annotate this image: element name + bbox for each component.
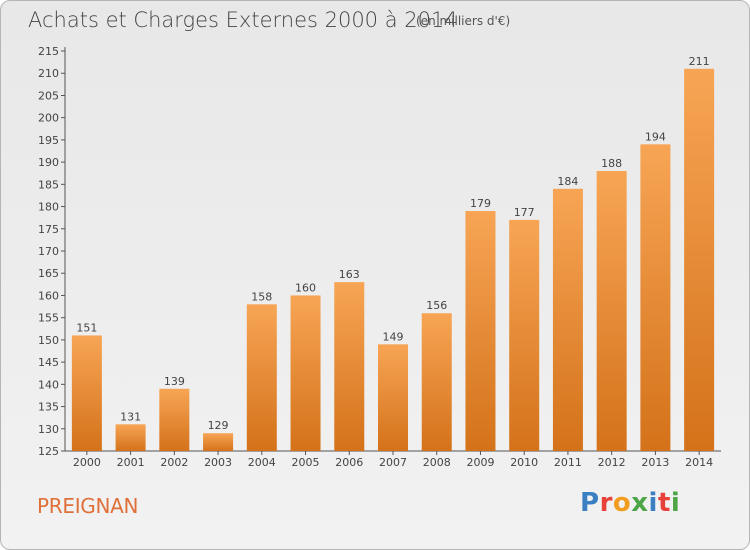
x-tick-label: 2010 xyxy=(510,456,538,469)
data-label: 194 xyxy=(645,130,666,143)
data-label: 184 xyxy=(557,175,578,188)
data-label: 188 xyxy=(601,157,622,170)
y-tick-label: 135 xyxy=(38,401,59,414)
y-tick-label: 205 xyxy=(38,89,59,102)
y-tick-label: 190 xyxy=(38,156,59,169)
y-tick-label: 195 xyxy=(38,134,59,147)
data-label: 177 xyxy=(514,206,535,219)
y-tick-label: 170 xyxy=(38,245,59,258)
proxiti-logo: Proxiti xyxy=(580,488,680,518)
x-tick-label: 2003 xyxy=(204,456,232,469)
x-tick-label: 2012 xyxy=(598,456,626,469)
data-label: 158 xyxy=(251,290,272,303)
logo-letter: i xyxy=(670,488,681,518)
bar xyxy=(509,219,540,451)
y-tick-label: 130 xyxy=(38,423,59,436)
data-label: 179 xyxy=(470,197,491,210)
logo-letter: x xyxy=(631,488,649,518)
logo-letter: P xyxy=(580,488,600,518)
x-tick-label: 2011 xyxy=(554,456,582,469)
y-tick-label: 165 xyxy=(38,267,59,280)
data-labels: 151 131 139 129 158 160 163 149 156 179 177 184 188 1… xyxy=(76,55,709,432)
y-tick-label: 185 xyxy=(38,178,59,191)
bar xyxy=(465,211,496,451)
bar xyxy=(203,433,234,451)
data-label: 149 xyxy=(383,330,404,343)
data-label: 211 xyxy=(689,55,710,68)
chart-title: Achats et Charges Externes 2000 à 2014 xyxy=(28,8,458,32)
y-tick-label: 155 xyxy=(38,312,59,325)
y-tick-label: 180 xyxy=(38,201,59,214)
y-tick-label: 145 xyxy=(38,356,59,369)
data-label: 160 xyxy=(295,281,316,294)
x-tick-label: 2009 xyxy=(466,456,494,469)
y-tick-label: 140 xyxy=(38,378,59,391)
data-label: 156 xyxy=(426,299,447,312)
x-tick-label: 2007 xyxy=(379,456,407,469)
logo-letter: t xyxy=(657,488,671,518)
bar xyxy=(552,188,583,451)
y-tick-label: 150 xyxy=(38,334,59,347)
logo-letter: i xyxy=(648,488,658,518)
y-tick-label: 175 xyxy=(38,223,59,236)
bar xyxy=(596,171,627,451)
y-tick-label: 200 xyxy=(38,112,59,125)
bar xyxy=(421,313,452,451)
x-tick-label: 2014 xyxy=(685,456,713,469)
bar xyxy=(378,344,408,451)
data-label: 129 xyxy=(208,419,229,432)
data-label: 151 xyxy=(76,321,97,334)
y-tick-label: 125 xyxy=(38,445,59,458)
chart-subtitle: (en milliers d'€) xyxy=(416,14,511,28)
x-tick-label: 2002 xyxy=(160,456,188,469)
bar xyxy=(159,388,190,451)
data-label: 131 xyxy=(120,410,141,423)
bar xyxy=(115,424,146,451)
axes: 125 130 135 140 145 150 155 160 165 170 175 180 185 1… xyxy=(38,45,721,469)
y-tick-label: 210 xyxy=(38,67,59,80)
x-tick-label: 2001 xyxy=(117,456,145,469)
data-label: 163 xyxy=(339,268,360,281)
x-tick-label: 2006 xyxy=(335,456,363,469)
x-tick-label: 2000 xyxy=(73,456,101,469)
x-tick-label: 2004 xyxy=(248,456,276,469)
y-tick-label: 160 xyxy=(38,289,59,302)
x-tick-label: 2005 xyxy=(292,456,320,469)
bar xyxy=(246,304,277,451)
bar xyxy=(290,295,321,451)
bar xyxy=(640,144,671,452)
bar xyxy=(334,282,365,451)
place-name: PREIGNAN xyxy=(37,494,139,518)
logo-letter: o xyxy=(612,488,632,518)
bar xyxy=(684,68,715,452)
data-label: 139 xyxy=(164,375,185,388)
bar xyxy=(71,335,102,451)
x-tick-label: 2008 xyxy=(423,456,451,469)
logo-letter: r xyxy=(599,488,613,518)
y-tick-label: 215 xyxy=(38,45,59,58)
x-tick-label: 2013 xyxy=(641,456,669,469)
bars xyxy=(71,68,715,452)
